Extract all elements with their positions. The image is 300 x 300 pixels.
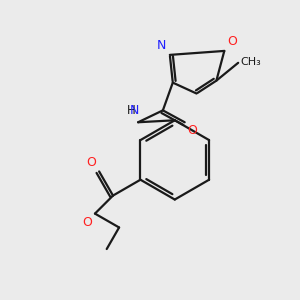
Text: O: O [188, 124, 197, 137]
Text: H: H [126, 104, 135, 117]
Text: O: O [86, 157, 96, 169]
Text: O: O [227, 35, 237, 48]
Text: O: O [82, 216, 92, 229]
Text: CH₃: CH₃ [240, 57, 261, 67]
Text: N: N [130, 104, 139, 117]
Text: N: N [157, 39, 166, 52]
